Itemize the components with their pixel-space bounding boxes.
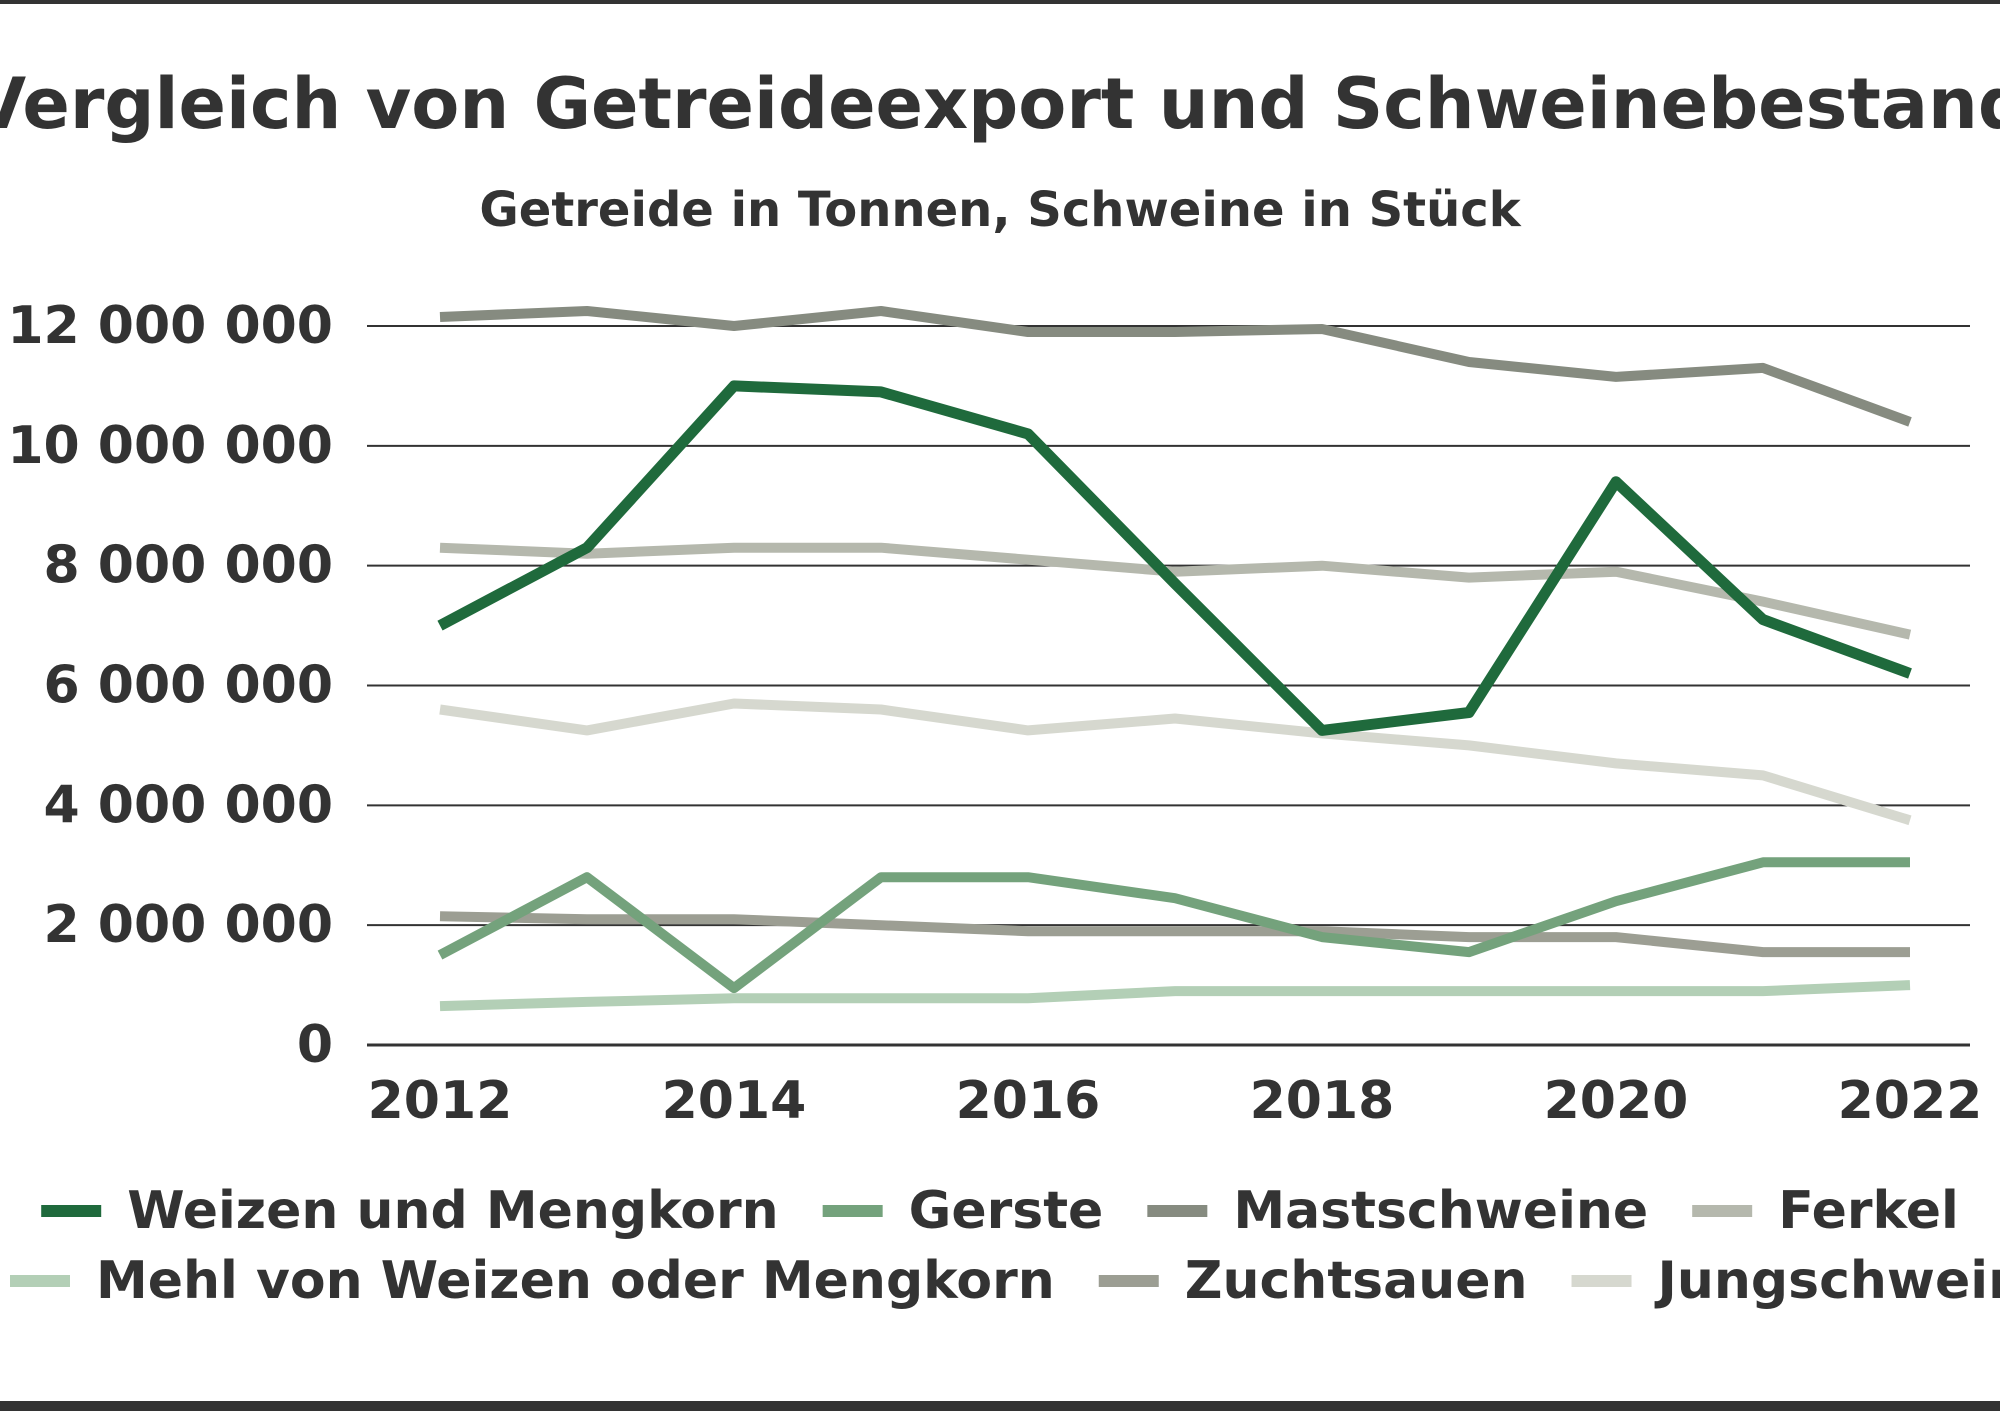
x-tick-label: 2012 <box>368 1071 513 1131</box>
y-tick-label: 0 <box>297 1015 333 1075</box>
y-tick-label: 2 000 000 <box>44 895 333 955</box>
legend-label-mehl-von-weizen-oder-mengkorn: Mehl von Weizen oder Mengkorn <box>96 1251 1055 1311</box>
chart-subtitle: Getreide in Tonnen, Schweine in Stück <box>479 182 1521 238</box>
legend-label-gerste: Gerste <box>909 1181 1104 1241</box>
series-lines <box>437 306 1912 1012</box>
series-line-mehl-von-weizen-oder-mengkorn <box>439 980 1911 1012</box>
x-tick-label: 2020 <box>1544 1071 1689 1131</box>
x-axis-ticks: 2012 2014 2016 2018 2020 2022 <box>368 1071 1983 1131</box>
legend-label-zuchtsauen: Zuchtsauen <box>1185 1251 1528 1311</box>
series-line-zuchtsauen <box>439 911 1910 958</box>
series-line-weizen-und-mengkorn <box>437 380 1912 736</box>
grid-lines <box>367 325 1970 1047</box>
series-line-gerste <box>437 857 1910 994</box>
legend: Weizen und Mengkorn Gerste Mastschweine Fer… <box>10 1181 2000 1311</box>
y-tick-label: 4 000 000 <box>44 775 333 835</box>
legend-label-weizen-und-mengkorn: Weizen und Mengkorn <box>127 1181 778 1241</box>
series-line-ferkel <box>439 542 1912 640</box>
y-axis-ticks: 0 2 000 000 4 000 000 6 000 000 8 000 000 10 … <box>7 296 333 1075</box>
x-tick-label: 2016 <box>956 1071 1101 1131</box>
x-tick-label: 2014 <box>662 1071 807 1131</box>
y-tick-label: 10 000 000 <box>7 416 333 476</box>
series-line-jungschweine <box>439 698 1912 826</box>
y-tick-label: 8 000 000 <box>44 536 333 596</box>
legend-label-mastschweine: Mastschweine <box>1233 1181 1648 1241</box>
y-tick-label: 6 000 000 <box>44 656 333 716</box>
x-tick-label: 2018 <box>1250 1071 1395 1131</box>
x-tick-label: 2022 <box>1838 1071 1983 1131</box>
legend-label-ferkel: Ferkel <box>1778 1181 1959 1241</box>
chart-title: Vergleich von Getreideexport und Schwein… <box>0 63 2000 145</box>
series-line-mastschweine <box>439 306 1912 427</box>
legend-label-jungschweine: Jungschweine <box>1655 1251 2000 1311</box>
y-tick-label: 12 000 000 <box>7 296 333 356</box>
